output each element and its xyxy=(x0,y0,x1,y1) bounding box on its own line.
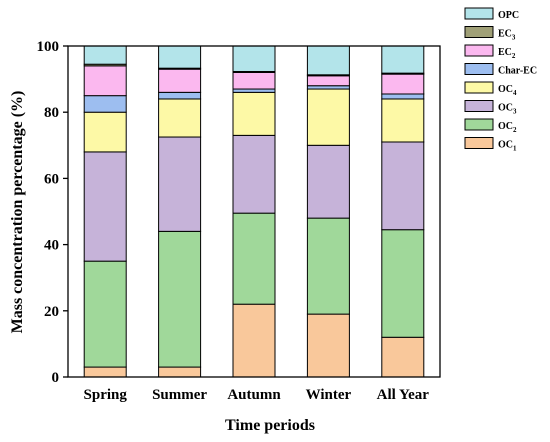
legend-swatch xyxy=(464,7,494,20)
bar-segment-opc-winter xyxy=(306,45,350,76)
y-tick-label: 20 xyxy=(44,304,59,320)
legend-swatch xyxy=(464,26,494,38)
bar-segment-oc3-autumn xyxy=(232,134,276,214)
legend-label: EC2 xyxy=(498,47,516,60)
legend-swatch xyxy=(464,100,494,112)
legend: OPC EC3 EC2 Char-EC OC4 OC3 OC2 OC1 xyxy=(464,7,537,153)
bar-segment-oc4-spring xyxy=(83,111,127,153)
legend-label: OC1 xyxy=(498,140,517,153)
bar-segment-oc3-all-year xyxy=(381,141,425,231)
bar-segment-oc4-autumn xyxy=(232,91,276,136)
bar-segment-oc4-all-year xyxy=(381,98,425,143)
x-tick-label: Summer xyxy=(152,387,207,403)
bar-segment-opc-all-year xyxy=(381,45,425,74)
bar-segment-oc1-autumn xyxy=(232,303,276,378)
y-tick-label: 40 xyxy=(44,238,59,254)
x-axis-title: Time periods xyxy=(225,417,315,434)
bar-segment-oc2-winter xyxy=(306,217,350,315)
x-tick-label: Spring xyxy=(84,387,128,403)
legend-swatch xyxy=(464,63,494,75)
bar-segment-oc3-spring xyxy=(83,151,127,262)
x-tick-label: Winter xyxy=(306,387,352,403)
bar-segment-oc3-winter xyxy=(306,144,350,219)
bar-segment-oc4-winter xyxy=(306,88,350,146)
x-tick-label: All Year xyxy=(377,387,430,403)
y-axis: 0 20 40 60 80 100 xyxy=(37,39,68,386)
y-tick-label: 100 xyxy=(37,39,60,55)
legend-label: EC3 xyxy=(498,29,516,42)
bar-segment-oc2-autumn xyxy=(232,212,276,305)
legend-swatch xyxy=(464,44,494,57)
legend-swatch xyxy=(464,118,494,131)
legend-swatch xyxy=(464,81,494,94)
legend-label: Char-EC xyxy=(498,66,537,77)
bar-segment-ec2-spring xyxy=(83,65,127,97)
y-tick-label: 60 xyxy=(44,171,59,187)
legend-label: OC3 xyxy=(498,103,517,116)
bar-segment-ec2-winter xyxy=(306,75,350,87)
bar-segment-oc4-summer xyxy=(158,98,202,138)
bar-segment-oc2-all-year xyxy=(381,229,425,338)
legend-label: OC2 xyxy=(498,121,517,134)
bar-segment-oc2-summer xyxy=(158,230,202,368)
bar-segment-oc1-all-year xyxy=(381,336,425,378)
x-tick-label: Autumn xyxy=(227,387,281,403)
x-axis: Spring Summer Autumn Winter All Year xyxy=(84,387,430,403)
bar-segment-char-ec-all-year xyxy=(381,93,425,100)
bar-segment-char-ec-summer xyxy=(158,91,202,100)
plot-frame xyxy=(67,45,441,378)
legend-label: OPC xyxy=(498,10,519,21)
bar-segment-ec2-autumn xyxy=(232,71,276,90)
bar-segment-opc-summer xyxy=(158,45,202,69)
bar-segment-ec2-all-year xyxy=(381,73,425,95)
bar-segment-opc-spring xyxy=(83,45,127,65)
bar-segment-oc2-spring xyxy=(83,260,127,368)
legend-label: OC4 xyxy=(498,84,517,97)
y-tick-label: 80 xyxy=(44,105,59,121)
legend-swatch xyxy=(464,137,494,149)
bar-segment-oc1-summer xyxy=(158,366,202,378)
y-axis-title: Mass concentration percentage (%) xyxy=(9,91,26,334)
bar-segment-oc3-summer xyxy=(158,136,202,232)
bar-segment-oc1-winter xyxy=(306,313,350,378)
bar-segment-ec2-summer xyxy=(158,68,202,93)
plot-area xyxy=(67,45,441,378)
bar-segment-oc1-spring xyxy=(83,366,127,378)
bar-segment-char-ec-spring xyxy=(83,95,127,113)
bar-segment-opc-autumn xyxy=(232,45,276,72)
y-tick-label: 0 xyxy=(52,370,60,386)
